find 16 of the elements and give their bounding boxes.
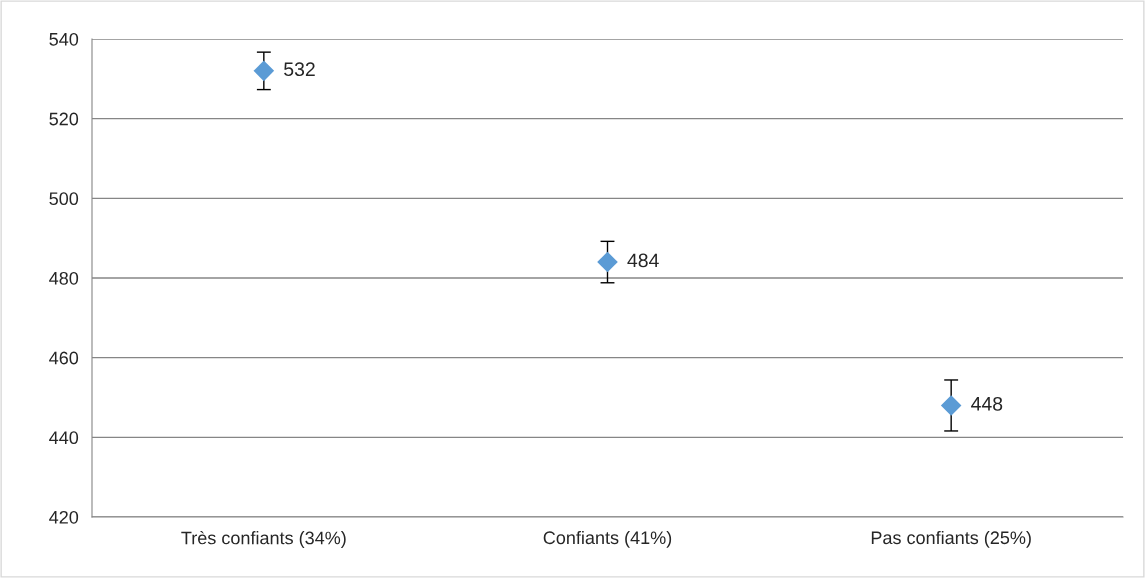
point [940,395,962,416]
y-tick-label: 480 [49,271,79,285]
x-tick-label: Confiants (41%) [543,530,672,548]
data-label: 448 [971,396,1003,411]
x-tick-label: Très confiants (34%) [181,530,346,548]
data-label: 484 [627,253,659,268]
point [597,251,618,273]
data-label: 532 [284,62,315,77]
y-tick-label: 460 [49,351,79,365]
y-tick-label: 520 [49,112,79,126]
y-tick-label: 540 [49,32,79,46]
y-tick-label: 500 [49,192,79,206]
x-tick-label: Pas confiants (25%) [871,530,1031,548]
y-tick-label: 420 [49,510,79,524]
point [253,60,275,82]
y-tick-label: 440 [49,431,79,445]
